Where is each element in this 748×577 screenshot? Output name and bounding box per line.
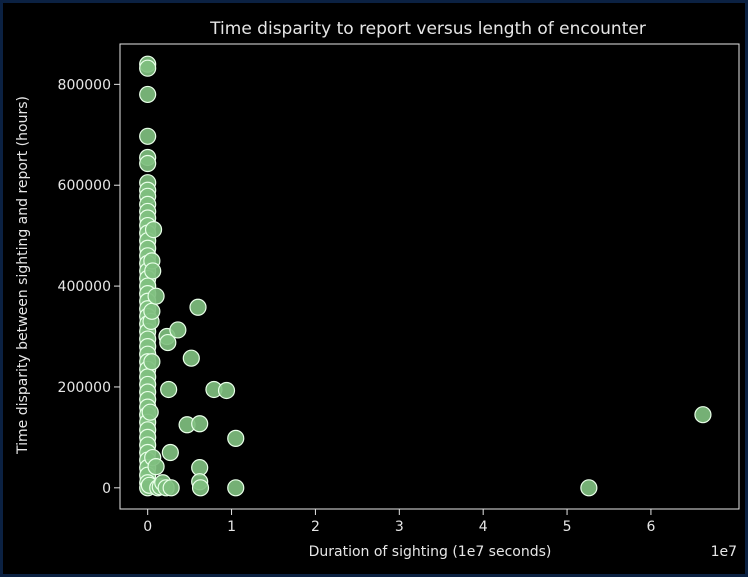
- scatter-point: [147, 287, 165, 305]
- scatter-point: [139, 154, 157, 173]
- scatter-point: [160, 380, 178, 399]
- x-tick-label: 0: [143, 519, 152, 535]
- scatter-point: [144, 262, 162, 280]
- x-tick-label: 6: [646, 519, 655, 535]
- scatter-point: [191, 415, 209, 433]
- scatter-point: [182, 349, 200, 367]
- scatter-point: [227, 429, 245, 447]
- scatter-point: [143, 353, 161, 371]
- x-tick-label: 4: [479, 519, 488, 535]
- y-axis: 0 200000 400000 600000 800000: [58, 77, 120, 497]
- scatter-point: [143, 302, 161, 320]
- scatter-point: [139, 59, 157, 77]
- x-axis-label: Duration of sighting (1e7 seconds): [309, 544, 552, 560]
- scatter-point: [144, 220, 163, 239]
- scatter-point: [694, 406, 712, 424]
- scatter-point: [169, 321, 187, 339]
- figure: Time disparity to report versus length o…: [3, 3, 745, 574]
- scatter-point: [147, 458, 165, 476]
- y-axis-label: Time disparity between sighting and repo…: [15, 96, 31, 455]
- points-layer: [139, 55, 712, 497]
- chart-title: Time disparity to report versus length o…: [209, 19, 646, 39]
- scatter-point: [139, 127, 157, 145]
- scatter-point: [139, 85, 157, 104]
- scatter-point: [159, 333, 177, 352]
- scatter-point: [162, 479, 180, 497]
- scatter-point: [227, 479, 245, 497]
- scatter-chart: Time disparity to report versus length o…: [15, 19, 740, 560]
- axes-frame: [119, 43, 740, 510]
- x-tick-label: 1: [227, 519, 236, 535]
- y-tick-label: 600000: [58, 178, 111, 194]
- y-tick-label: 200000: [58, 380, 111, 396]
- x-tick-label: 5: [563, 519, 572, 535]
- x-tick-label: 3: [395, 519, 404, 535]
- scatter-point: [580, 479, 598, 497]
- scatter-point: [217, 381, 236, 400]
- x-axis: 0 1 2 3 4 5 6: [143, 509, 655, 535]
- x-tick-label: 2: [311, 519, 320, 535]
- y-tick-label: 800000: [58, 77, 111, 93]
- y-tick-label: 0: [102, 481, 111, 497]
- scatter-point: [161, 443, 179, 462]
- scatter-point: [189, 298, 207, 316]
- scatter-point: [191, 479, 210, 497]
- scatter-point: [141, 403, 159, 421]
- x-offset-label: 1e7: [711, 544, 737, 560]
- y-tick-label: 400000: [58, 279, 111, 295]
